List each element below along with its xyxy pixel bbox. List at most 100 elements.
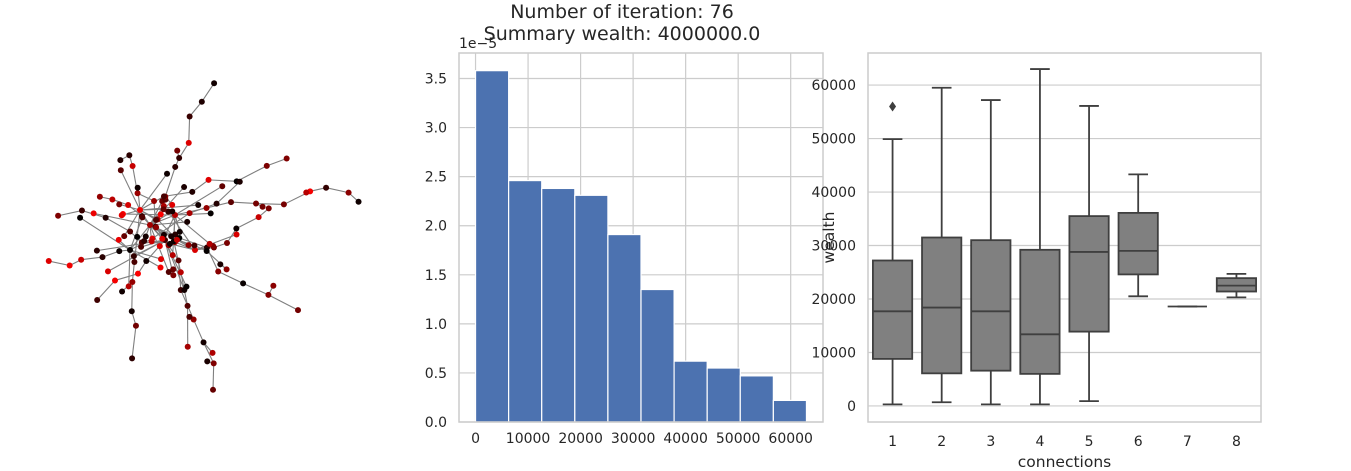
network-node <box>170 272 177 279</box>
network-node <box>186 113 193 120</box>
network-node <box>102 214 109 221</box>
network-edge <box>48 260 70 267</box>
network-node <box>211 80 218 87</box>
network-node <box>172 163 179 170</box>
network-node <box>270 282 277 289</box>
network-edge <box>266 157 287 167</box>
network-edge <box>93 212 151 226</box>
network-node <box>129 278 136 285</box>
network-edge <box>174 185 223 216</box>
network-node <box>175 257 182 264</box>
network-edge <box>145 239 166 262</box>
network-edge <box>164 166 176 197</box>
network-node <box>134 184 141 191</box>
network-edge <box>139 208 164 211</box>
y-tick-label: 2.5 <box>425 170 447 186</box>
network-node <box>127 247 133 253</box>
network-node <box>119 288 126 295</box>
y-tick-label: 30000 <box>811 239 856 255</box>
x-tick-label: 5 <box>1085 434 1094 450</box>
network-node <box>158 256 165 263</box>
network-edge <box>81 256 103 261</box>
network-node <box>125 283 132 290</box>
network-node <box>169 208 176 215</box>
network-edge <box>139 173 168 211</box>
y-tick-label: 40000 <box>811 185 856 201</box>
network-node <box>156 243 163 250</box>
network-node <box>151 197 158 204</box>
network-edge <box>236 165 268 182</box>
network-node <box>184 302 191 309</box>
box <box>1068 215 1110 333</box>
network-edge <box>105 217 131 232</box>
network-edge <box>179 237 208 249</box>
plot-frame <box>867 52 1262 423</box>
network-node <box>116 201 123 208</box>
network-node <box>169 201 176 208</box>
network-node <box>134 270 141 277</box>
network-node <box>128 308 135 315</box>
network-node <box>213 200 220 207</box>
network-node <box>177 269 184 276</box>
y-tick-label: 1.0 <box>425 317 447 333</box>
network-node <box>127 228 134 235</box>
x-tick-label: 2 <box>937 434 946 450</box>
network-node <box>203 248 210 255</box>
network-node <box>174 147 181 154</box>
network-node <box>147 222 153 228</box>
x-tick-label: 1 <box>888 434 897 450</box>
network-edge <box>216 181 241 205</box>
network-edge <box>268 294 299 311</box>
network-node <box>157 211 164 218</box>
network-node <box>223 266 230 273</box>
network-edge <box>114 273 139 281</box>
network-node <box>184 343 191 350</box>
network-node <box>148 238 155 245</box>
network-node <box>132 322 139 329</box>
network-edge <box>149 224 163 240</box>
network-node <box>210 360 217 367</box>
network-node <box>115 236 122 243</box>
network-node <box>93 247 100 254</box>
network-node <box>129 162 136 169</box>
network-node <box>143 257 150 264</box>
network-node <box>183 283 190 290</box>
network-node <box>164 170 171 177</box>
network-node <box>96 193 103 200</box>
x-tick-label: 8 <box>1232 434 1241 450</box>
network-edge <box>137 192 155 202</box>
x-tick-label: 20000 <box>558 431 603 447</box>
y-tick-label: 20000 <box>811 292 856 308</box>
x-tick-label: 3 <box>986 434 995 450</box>
network-node <box>129 355 136 362</box>
x-tick-label: 4 <box>1035 434 1044 450</box>
network-node <box>303 189 310 196</box>
network-node <box>209 349 216 356</box>
network-node <box>170 266 177 273</box>
network-node <box>191 242 198 249</box>
network-edge <box>189 203 217 214</box>
network-node <box>259 203 266 210</box>
x-tick-label: 60000 <box>768 431 813 447</box>
box <box>921 236 963 375</box>
network-edge <box>201 82 215 103</box>
chart-title-iteration: Number of iteration: 76 <box>510 1 734 23</box>
network-edge <box>96 280 116 301</box>
network-edge <box>193 319 205 343</box>
network-edge <box>217 270 244 284</box>
network-node <box>118 212 125 219</box>
network-node <box>116 248 123 255</box>
network-node <box>195 202 202 209</box>
network-edge <box>149 214 176 226</box>
network-node <box>138 243 145 250</box>
network-graph <box>45 80 362 393</box>
network-node <box>142 233 149 240</box>
network-edge <box>128 249 131 287</box>
network-node <box>265 205 272 212</box>
network-node <box>323 184 330 191</box>
network-node <box>283 155 290 162</box>
x-tick-label: 6 <box>1134 434 1143 450</box>
network-node <box>240 280 247 287</box>
